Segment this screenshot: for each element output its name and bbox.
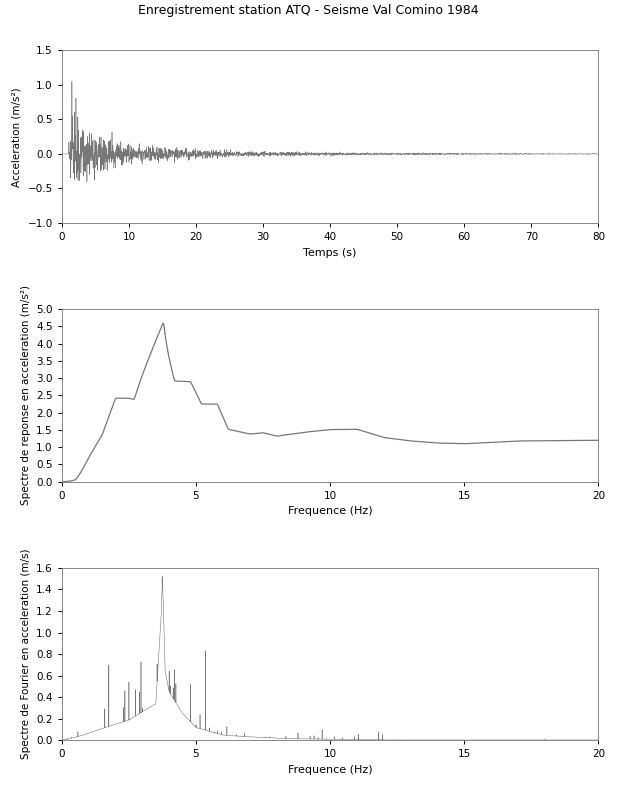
X-axis label: Frequence (Hz): Frequence (Hz) xyxy=(288,506,373,516)
Y-axis label: Acceleration (m/s²): Acceleration (m/s²) xyxy=(12,87,22,187)
Y-axis label: Spectre de reponse en acceleration (m/s²): Spectre de reponse en acceleration (m/s²… xyxy=(20,286,31,505)
X-axis label: Temps (s): Temps (s) xyxy=(304,248,357,257)
Y-axis label: Spectre de Fourier en acceleration (m/s): Spectre de Fourier en acceleration (m/s) xyxy=(20,549,31,759)
Text: Enregistrement station ATQ - Seisme Val Comino 1984: Enregistrement station ATQ - Seisme Val … xyxy=(138,4,479,17)
X-axis label: Frequence (Hz): Frequence (Hz) xyxy=(288,765,373,775)
